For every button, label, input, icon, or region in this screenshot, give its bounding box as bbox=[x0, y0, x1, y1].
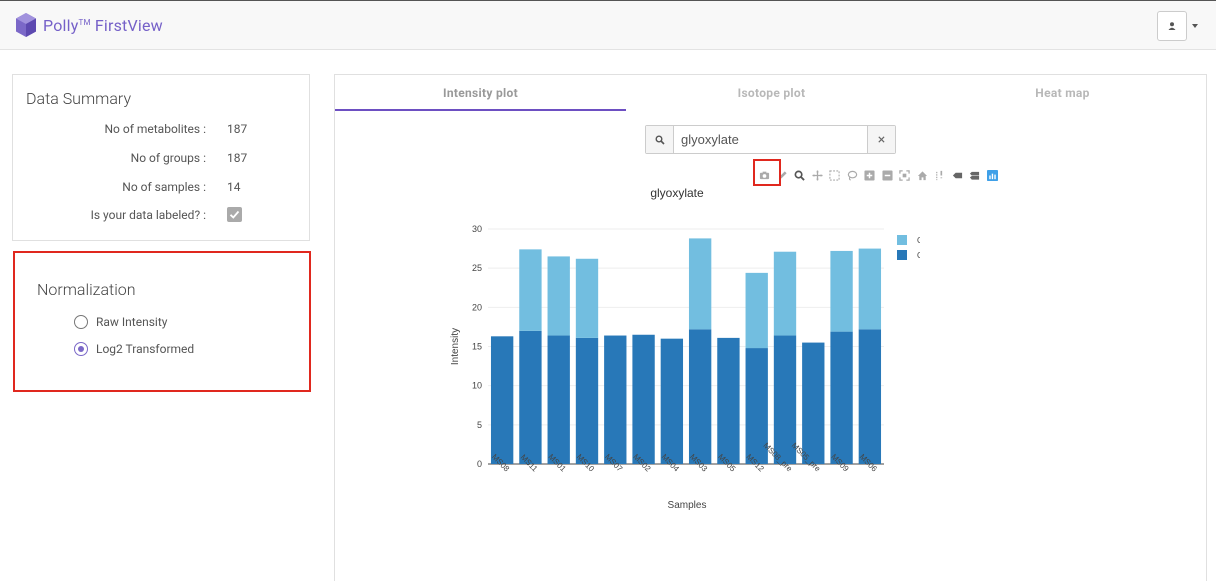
bar-segment bbox=[519, 330, 542, 464]
camera-icon[interactable] bbox=[756, 168, 774, 182]
user-icon bbox=[1168, 22, 1176, 30]
app-header: PollyTM FirstView bbox=[0, 0, 1216, 50]
tab-intensity-plot[interactable]: Intensity plot bbox=[335, 75, 626, 111]
metabolite-search: × bbox=[645, 125, 896, 154]
lasso-icon[interactable] bbox=[844, 168, 862, 182]
data-summary-panel: Data Summary No of metabolites : 187 No … bbox=[12, 74, 310, 241]
app-title: PollyTM FirstView bbox=[43, 15, 163, 35]
y-tick-label: 30 bbox=[472, 224, 482, 234]
legend-label: C13-label-1_RT_34.42 bbox=[917, 236, 920, 245]
data-summary-title: Data Summary bbox=[26, 89, 132, 108]
normalization-panel: Normalization Raw Intensity Log2 Transfo… bbox=[13, 251, 311, 392]
camera-highlight-box bbox=[753, 159, 781, 186]
home-icon[interactable] bbox=[914, 168, 932, 182]
x-axis-label: Samples bbox=[668, 500, 707, 511]
bar-segment bbox=[688, 238, 712, 330]
bar-segment bbox=[688, 329, 712, 464]
bar-segment bbox=[773, 251, 797, 336]
check-icon bbox=[229, 210, 240, 219]
hexagon-logo-icon bbox=[16, 13, 36, 37]
y-tick-label: 5 bbox=[477, 420, 482, 430]
radio-button[interactable] bbox=[74, 315, 88, 329]
y-tick-label: 10 bbox=[472, 381, 482, 391]
y-tick-label: 20 bbox=[472, 302, 482, 312]
y-tick-label: 0 bbox=[477, 459, 482, 469]
tab-isotope-plot[interactable]: Isotope plot bbox=[737, 86, 806, 100]
plotly-logo-icon[interactable] bbox=[984, 168, 1002, 182]
bar-segment bbox=[745, 272, 768, 349]
bar-segment bbox=[802, 342, 825, 464]
plot-panel: Intensity plot Isotope plot Heat map × bbox=[334, 74, 1207, 581]
zoom-in-icon[interactable] bbox=[861, 168, 879, 182]
legend-swatch bbox=[897, 250, 907, 260]
pan-icon[interactable] bbox=[809, 168, 827, 182]
box-select-icon[interactable] bbox=[826, 168, 844, 182]
brand[interactable]: PollyTM FirstView bbox=[15, 12, 163, 38]
radio-raw-intensity[interactable]: Raw Intensity bbox=[74, 315, 167, 329]
chevron-down-icon[interactable] bbox=[1192, 24, 1198, 28]
legend-label: C12 PARENT_RT_34.4 bbox=[917, 251, 920, 260]
chart-modebar bbox=[756, 168, 1001, 182]
bar-segment bbox=[547, 335, 570, 464]
hover-compare-icon[interactable] bbox=[966, 168, 984, 182]
search-icon bbox=[646, 126, 674, 153]
clear-search-button[interactable]: × bbox=[867, 126, 895, 153]
y-axis-label: Intensity bbox=[450, 328, 461, 365]
autoscale-icon[interactable] bbox=[896, 168, 914, 182]
radio-button[interactable] bbox=[74, 342, 88, 356]
bar-segment bbox=[858, 248, 882, 330]
tab-heat-map[interactable]: Heat map bbox=[1035, 86, 1090, 100]
bar-segment bbox=[575, 258, 599, 338]
bar-segment bbox=[858, 329, 882, 464]
hover-closest-icon[interactable] bbox=[949, 168, 967, 182]
bar-segment bbox=[773, 335, 797, 464]
bar-segment bbox=[490, 336, 514, 464]
bar-segment bbox=[830, 331, 853, 464]
intensity-bar-chart: glyoxylate051015202530IntensitySamplesMS… bbox=[450, 186, 920, 511]
bar-segment bbox=[547, 256, 570, 336]
y-tick-label: 25 bbox=[472, 263, 482, 273]
bar-segment bbox=[830, 250, 853, 332]
bar-segment bbox=[717, 337, 740, 464]
normalization-title: Normalization bbox=[37, 280, 136, 299]
chart-title: glyoxylate bbox=[650, 186, 704, 200]
bar-segment bbox=[519, 249, 542, 331]
zoom-out-icon[interactable] bbox=[879, 168, 897, 182]
y-tick-label: 15 bbox=[472, 342, 482, 352]
zoom-icon[interactable] bbox=[791, 168, 809, 182]
bar-segment bbox=[604, 335, 627, 464]
user-menu-button[interactable] bbox=[1157, 11, 1187, 41]
bar-segment bbox=[575, 337, 599, 464]
labeled-checkbox[interactable] bbox=[227, 207, 242, 222]
radio-log2-transformed[interactable]: Log2 Transformed bbox=[74, 342, 194, 356]
bar-segment bbox=[745, 348, 768, 464]
legend-swatch bbox=[897, 235, 907, 245]
bar-segment bbox=[632, 334, 655, 464]
spike-icon[interactable] bbox=[931, 168, 949, 182]
search-input[interactable] bbox=[674, 126, 867, 153]
bar-segment bbox=[660, 338, 684, 464]
